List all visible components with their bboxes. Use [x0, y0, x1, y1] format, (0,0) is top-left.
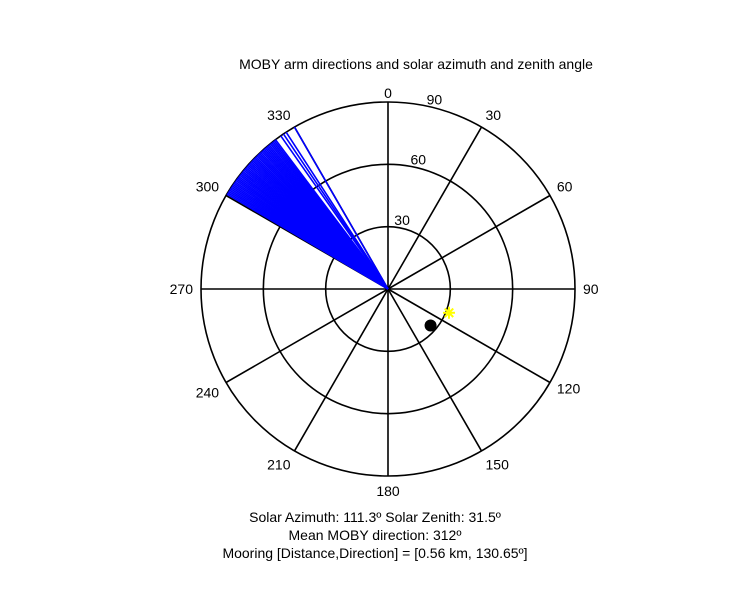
sun-core [446, 310, 452, 316]
angle-label-30: 30 [486, 107, 502, 123]
angle-label-180: 180 [376, 483, 400, 499]
mean-direction-info: Mean MOBY direction: 312º [288, 527, 462, 543]
angle-label-240: 240 [196, 385, 220, 401]
mooring-info: Mooring [Distance,Direction] = [0.56 km,… [222, 545, 528, 561]
solar-info: Solar Azimuth: 111.3º Solar Zenith: 31.5… [249, 509, 501, 525]
spoke-120 [387, 288, 551, 384]
radial-label-60: 60 [411, 152, 427, 168]
arm-line-48 [285, 131, 389, 290]
angle-label-210: 210 [267, 457, 291, 473]
radial-label-90: 90 [427, 91, 443, 107]
angle-label-90: 90 [583, 281, 599, 297]
angle-label-270: 270 [170, 281, 194, 297]
tick-labels: 0 30 60 90 120 150 180 210 240 270 300 330 30 60 90 [170, 85, 599, 499]
arm-line-45 [274, 139, 389, 290]
arm-directions [226, 126, 389, 290]
angle-label-150: 150 [486, 457, 510, 473]
footer-info: Solar Azimuth: 111.3º Solar Zenith: 31.5… [0, 508, 750, 562]
spoke-210 [293, 288, 389, 452]
chart-title: MOBY arm directions and solar azimuth an… [239, 56, 593, 72]
arm-line-49 [293, 126, 389, 290]
radial-label-30: 30 [394, 212, 410, 228]
spoke-60 [387, 194, 551, 290]
mooring-marker [424, 319, 437, 332]
markers [424, 306, 455, 332]
sun-marker [442, 306, 455, 319]
spoke-150 [387, 288, 483, 452]
spoke-240 [225, 288, 389, 384]
angle-label-60: 60 [557, 179, 573, 195]
angle-label-330: 330 [267, 107, 291, 123]
angle-label-0: 0 [384, 85, 392, 101]
spoke-30 [387, 126, 483, 290]
angle-label-120: 120 [557, 381, 581, 397]
angle-label-300: 300 [196, 179, 220, 195]
